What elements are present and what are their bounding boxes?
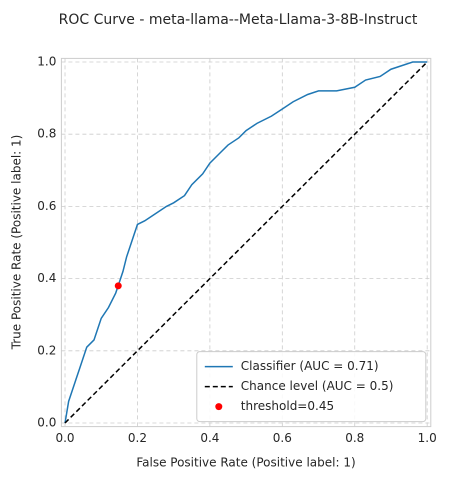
x-tick-label: 0.0	[55, 431, 74, 445]
y-tick-label: 0.8	[37, 127, 56, 141]
y-tick-label: 1.0	[37, 55, 56, 69]
legend: Classifier (AUC = 0.71) Chance level (AUC…	[196, 351, 427, 423]
legend-box	[196, 351, 427, 423]
y-tick-label: 0.6	[37, 199, 56, 213]
x-tick-label: 0.6	[273, 431, 292, 445]
chance-line	[64, 61, 428, 424]
threshold-point	[114, 282, 122, 290]
legend-marker	[215, 403, 223, 411]
y-axis-label: True Positive Rate (Positive label: 1)	[10, 135, 24, 351]
legend-label: Classifier (AUC = 0.71)	[241, 359, 379, 373]
x-tick-label: 0.2	[128, 431, 147, 445]
chart-title: ROC Curve - meta-llama--Meta-Llama-3-8B-…	[59, 12, 418, 28]
x-tick-label: 1.0	[418, 431, 437, 445]
x-tick-label: 0.4	[200, 431, 219, 445]
plot-frame	[60, 57, 432, 428]
y-tick-label: 0.4	[37, 271, 56, 285]
legend-label: threshold=0.45	[241, 399, 334, 413]
y-tick-label: 0.0	[37, 415, 56, 429]
x-axis-label: False Positive Rate (Positive label: 1)	[136, 456, 355, 470]
y-tick-label: 0.2	[37, 343, 56, 357]
legend-label: Chance level (AUC = 0.5)	[241, 379, 394, 393]
x-tick-label: 0.8	[345, 431, 364, 445]
roc-curve	[64, 61, 428, 424]
